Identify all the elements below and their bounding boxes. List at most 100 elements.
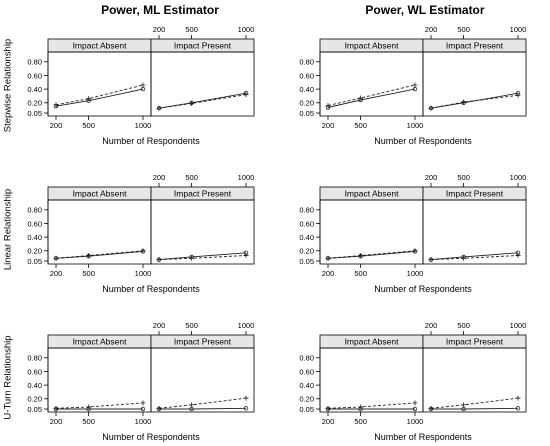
bottom-tick-label: 200 <box>322 121 335 130</box>
top-tick-label: 1000 <box>238 321 255 330</box>
y-tick-label: 0.80 <box>299 354 314 363</box>
data-point-plus <box>156 405 162 411</box>
x-axis-label: Number of Respondents <box>374 136 472 146</box>
y-tick-label: 0.80 <box>299 58 314 67</box>
y-tick-label: 0.60 <box>27 367 42 376</box>
data-point-plus <box>358 404 364 410</box>
y-tick-label: 0.40 <box>27 85 42 94</box>
top-tick-label: 200 <box>425 321 438 330</box>
bottom-tick-label: 200 <box>50 121 63 130</box>
y-tick-label: 0.60 <box>299 71 314 80</box>
panel-frame <box>150 199 255 265</box>
top-tick-label: 1000 <box>510 173 527 182</box>
data-point-plus <box>358 95 364 101</box>
data-point-plus <box>243 395 249 401</box>
bottom-tick-label: 500 <box>82 269 95 278</box>
bottom-tick-label: 200 <box>50 417 63 426</box>
x-axis-label: Number of Respondents <box>102 136 200 146</box>
bottom-tick-label: 1000 <box>135 269 152 278</box>
bottom-tick-label: 500 <box>354 121 367 130</box>
col-title-wl: Power, WL Estimator <box>365 3 485 17</box>
series-line-solid <box>430 92 519 109</box>
data-point-plus <box>412 82 418 88</box>
y-tick-label: 0.60 <box>27 219 42 228</box>
data-point-plus <box>428 257 434 263</box>
strip-label: Impact Absent <box>345 189 400 199</box>
data-point-plus <box>86 96 92 102</box>
series-line-solid <box>431 407 519 410</box>
panel-frame <box>422 51 527 117</box>
x-axis-label: Number of Respondents <box>374 284 472 294</box>
strip-label: Impact Present <box>446 337 504 347</box>
top-tick-label: 200 <box>425 173 438 182</box>
y-tick-label: 0.60 <box>299 367 314 376</box>
top-tick-label: 500 <box>185 173 198 182</box>
bottom-tick-label: 500 <box>354 417 367 426</box>
series-line-solid <box>55 88 144 107</box>
series-line-dashed <box>55 84 144 106</box>
top-tick-label: 1000 <box>510 25 527 34</box>
top-tick-label: 200 <box>153 25 166 34</box>
data-point-plus <box>325 255 331 261</box>
x-axis-label: Number of Respondents <box>102 432 200 442</box>
bottom-tick-label: 1000 <box>407 269 424 278</box>
y-tick-label: 0.05 <box>27 405 42 414</box>
data-point-circle <box>412 406 418 412</box>
bottom-tick-label: 500 <box>82 417 95 426</box>
y-tick-label: 0.40 <box>299 233 314 242</box>
y-tick-label: 0.80 <box>27 206 42 215</box>
x-axis-label: Number of Respondents <box>102 284 200 294</box>
data-point-plus <box>461 402 467 408</box>
bottom-tick-label: 200 <box>322 269 335 278</box>
data-point-plus <box>53 405 59 411</box>
top-tick-label: 500 <box>185 25 198 34</box>
data-point-plus <box>140 248 146 254</box>
y-tick-label: 0.05 <box>27 257 42 266</box>
series-line-solid <box>327 250 416 259</box>
col-title-ml: Power, ML Estimator <box>101 3 219 17</box>
x-axis-label: Number of Respondents <box>374 432 472 442</box>
top-tick-label: 500 <box>457 173 470 182</box>
panel-frame <box>422 347 527 413</box>
y-tick-label: 0.05 <box>299 257 314 266</box>
panel-frame <box>47 199 152 265</box>
series-line-dashed <box>327 84 416 106</box>
panel-frame <box>47 347 152 413</box>
y-tick-label: 0.20 <box>299 247 314 256</box>
series-line-dashed <box>327 402 416 409</box>
strip-label: Impact Present <box>174 41 232 51</box>
strip-label: Impact Absent <box>73 189 128 199</box>
y-tick-label: 0.20 <box>27 247 42 256</box>
strip-label: Impact Absent <box>345 41 400 51</box>
data-point-plus <box>189 402 195 408</box>
data-point-plus <box>428 105 434 111</box>
series-line-solid <box>327 88 416 108</box>
series-line-dashed <box>55 402 144 409</box>
panel-frame <box>319 199 424 265</box>
series-line-dashed <box>158 397 247 409</box>
data-point-plus <box>243 253 249 259</box>
strip-label: Impact Present <box>174 189 232 199</box>
panel-frame <box>150 347 255 413</box>
bottom-tick-label: 200 <box>322 417 335 426</box>
series-line-solid <box>158 92 247 109</box>
y-tick-label: 0.60 <box>27 71 42 80</box>
data-point-plus <box>53 102 59 108</box>
data-point-plus <box>243 92 249 98</box>
panel-frame <box>319 347 424 413</box>
data-point-circle <box>243 406 249 411</box>
y-tick-label: 0.20 <box>299 99 314 108</box>
data-point-circle <box>515 406 521 411</box>
series-line-dashed <box>430 94 519 109</box>
panel-frame <box>150 51 255 117</box>
series-line-solid <box>158 252 247 261</box>
y-tick-label: 0.80 <box>27 354 42 363</box>
y-tick-label: 0.20 <box>299 395 314 404</box>
chart-ml-linear: 200 500 1000 0.050.20 0.40 0.60 0.80 Impact Abs… <box>27 173 255 294</box>
bottom-tick-label: 1000 <box>407 417 424 426</box>
top-tick-label: 200 <box>153 321 166 330</box>
y-tick-label: 0.20 <box>27 99 42 108</box>
bottom-tick-label: 500 <box>82 121 95 130</box>
data-point-plus <box>140 82 146 88</box>
series-line-solid <box>430 252 519 261</box>
